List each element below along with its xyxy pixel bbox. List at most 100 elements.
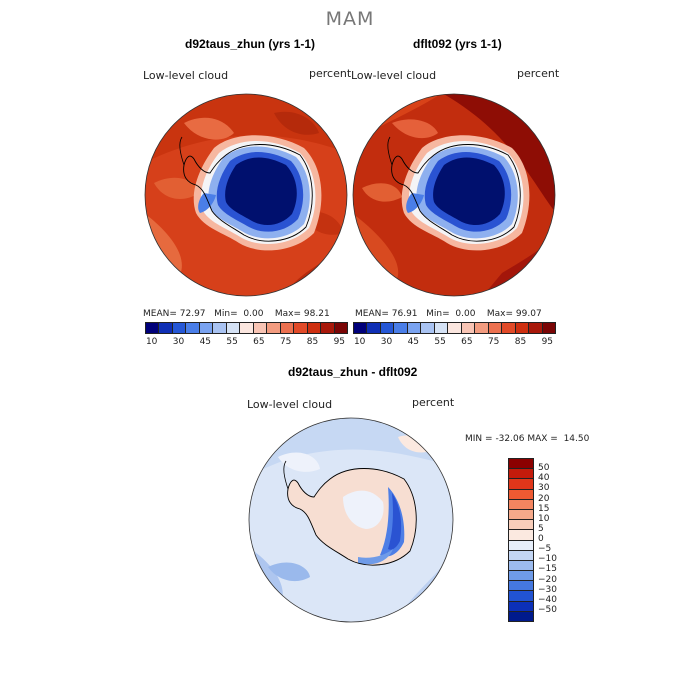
- panel1-colorbar-swatch: [213, 323, 227, 333]
- diff-colorbar-swatch: [509, 560, 533, 572]
- diff-colorbar-tick-label: −20: [538, 574, 557, 585]
- diff-colorbar-swatch: [509, 601, 533, 612]
- diff-colorbar-swatch: [509, 469, 533, 480]
- panel2-polar-map: [352, 93, 556, 297]
- panel2-max-value: 99.07: [515, 309, 542, 319]
- panel2-colorbar-labels: 10 30 45 55 65 75 85 95: [353, 337, 556, 349]
- diff-colorbar-tick-label: −50: [538, 604, 557, 615]
- diff-minmax: MIN = -32.06 MAX = 14.50: [465, 434, 589, 444]
- panel1-mean-value: 72.97: [179, 309, 206, 319]
- panel2-colorbar-swatch: [421, 323, 435, 333]
- panel2-colorbar-swatch: [394, 323, 408, 333]
- panel2-stats: MEAN= 76.91 Min= 0.00 Max= 99.07: [355, 309, 542, 319]
- panel1-colorbar-tick-label: 65: [253, 337, 265, 347]
- diff-colorbar-swatch: [509, 479, 533, 490]
- panel1-max-value: 98.21: [303, 309, 330, 319]
- season-title: MAM: [325, 8, 375, 30]
- panel1-colorbar-labels: 10 30 45 55 65 75 85 95: [145, 337, 348, 349]
- diff-colorbar-swatch: [509, 459, 533, 470]
- panel1-title: d92taus_zhun (yrs 1-1): [185, 37, 316, 51]
- panel1-variable-label: Low-level cloud: [143, 69, 229, 82]
- panel2-title: dflt092 (yrs 1-1): [413, 37, 502, 51]
- diff-min-label: MIN =: [465, 434, 493, 444]
- panel2-variable-label: Low-level cloud: [351, 69, 437, 82]
- panel1-stats: MEAN= 72.97 Min= 0.00 Max= 98.21: [143, 309, 330, 319]
- panel2-colorbar-swatch: [434, 323, 449, 333]
- diff-colorbar-tick-label: 10: [538, 513, 550, 524]
- diff-colorbar-swatch: [509, 611, 533, 621]
- panel1-colorbar-tick-label: 75: [279, 337, 292, 347]
- panel1-colorbar-swatch: [294, 323, 308, 333]
- diff-colorbar-labels: 50 40 30 20 15 10 5 0 −5 −10 −15 −20 −30 −40 −50: [538, 458, 578, 622]
- panel2-colorbar-tick-label: 75: [487, 337, 500, 347]
- diff-colorbar-swatch: [509, 571, 533, 582]
- diff-colorbar-tick-label: 0: [538, 534, 544, 544]
- diff-panel-title: d92taus_zhun - dflt092: [288, 365, 418, 379]
- panel1-colorbar-tick-label: 95: [333, 337, 346, 347]
- panel1-colorbar-tick-label: 30: [172, 337, 185, 347]
- diff-colorbar-swatch: [509, 550, 533, 561]
- diff-colorbar-swatch: [509, 530, 533, 541]
- panel2-colorbar-tick-label: 10: [353, 337, 366, 347]
- diff-colorbar-tick-label: −40: [538, 594, 557, 605]
- panel1-colorbar-swatch: [240, 323, 254, 333]
- diff-max-value: 14.50: [563, 434, 590, 444]
- panel1-min-label: Min=: [214, 309, 238, 319]
- panel1-mean-label: MEAN=: [143, 309, 177, 319]
- panel2-colorbar-tick-label: 65: [461, 337, 473, 347]
- panel1-max-label: Max=: [274, 309, 302, 319]
- diff-colorbar-tick-label: −15: [538, 564, 557, 575]
- panel1-colorbar-swatch: [186, 323, 200, 333]
- panel2-colorbar-tick-label: 85: [514, 337, 527, 347]
- diff-colorbar-tick-label: −30: [538, 584, 557, 595]
- diff-colorbar-swatch: [509, 591, 533, 602]
- panel1-colorbar-swatch: [172, 323, 187, 333]
- diff-min-value: -32.06: [495, 434, 525, 444]
- panel2-colorbar-tick-label: 95: [541, 337, 554, 347]
- panel2-colorbar-tick-label: 30: [380, 337, 393, 347]
- panel2-colorbar-swatch: [461, 323, 476, 333]
- diff-colorbar-tick-label: 15: [538, 503, 550, 514]
- panel2-colorbar-tick-label: 55: [434, 337, 446, 347]
- panel1-colorbar-tick-label: 45: [199, 337, 212, 347]
- panel2-min-value: 0.00: [455, 309, 476, 319]
- diff-units-label: percent: [412, 396, 455, 409]
- diff-colorbar-swatch: [509, 540, 533, 551]
- diff-colorbar-tick-label: 50: [538, 463, 550, 474]
- diff-colorbar-swatch: [509, 520, 533, 531]
- panel1-colorbar-swatch: [226, 323, 241, 333]
- panel1-colorbar-tick-label: 10: [145, 337, 158, 347]
- panel2-units-label: percent: [517, 67, 560, 80]
- diff-polar-map: [248, 417, 454, 623]
- panel2-colorbar-swatch: [354, 323, 368, 333]
- diff-colorbar-tick-label: 5: [538, 523, 544, 534]
- panel2-colorbar-swatch: [515, 323, 530, 333]
- panel2-mean-value: 76.91: [391, 309, 418, 319]
- diff-colorbar-tick-label: 40: [538, 473, 550, 484]
- panel1-polar-map: [144, 93, 348, 297]
- diff-max-label: MAX =: [527, 434, 558, 444]
- diff-colorbar: [508, 458, 534, 622]
- panel2-colorbar: [353, 322, 556, 334]
- panel2-colorbar-swatch: [367, 323, 381, 333]
- panel1-colorbar-swatch: [159, 323, 173, 333]
- panel1-colorbar-swatch: [253, 323, 268, 333]
- panel2-colorbar-swatch: [542, 323, 556, 333]
- panel2-colorbar-swatch: [407, 323, 422, 333]
- panel1-colorbar-swatch: [267, 323, 281, 333]
- panel1-colorbar-swatch: [307, 323, 322, 333]
- panel1-colorbar-swatch: [146, 323, 160, 333]
- diff-colorbar-tick-label: −10: [538, 554, 557, 565]
- panel2-mean-label: MEAN=: [355, 309, 389, 319]
- diff-colorbar-swatch: [509, 581, 533, 592]
- panel1-units-label: percent: [309, 67, 352, 80]
- panel1-colorbar-swatch: [199, 323, 214, 333]
- panel2-max-label: Max=: [486, 309, 514, 319]
- panel2-colorbar-tick-label: 45: [407, 337, 420, 347]
- panel2-min-label: Min=: [426, 309, 450, 319]
- panel2-colorbar-swatch: [475, 323, 489, 333]
- diff-colorbar-swatch: [509, 509, 533, 521]
- panel1-colorbar-swatch: [280, 323, 295, 333]
- panel1-colorbar-swatch: [334, 323, 348, 333]
- diff-variable-label: Low-level cloud: [247, 398, 333, 411]
